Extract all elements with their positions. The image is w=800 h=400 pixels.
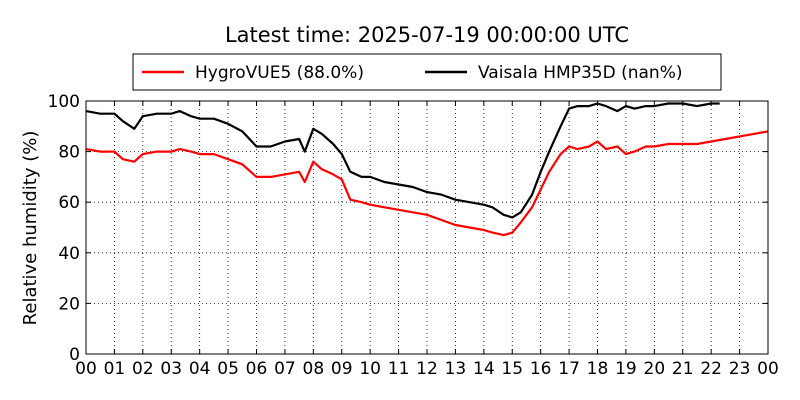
x-tick-label: 16 [530,359,552,379]
x-tick-label: 18 [587,359,609,379]
y-tick-label: 40 [58,244,80,264]
x-tick-label: 14 [473,359,495,379]
y-tick-label: 80 [58,143,80,163]
y-tick-label: 0 [69,345,80,365]
legend-label-hygrovue5: HygroVUE5 (88.0%) [195,63,364,83]
x-tick-label: 04 [189,359,211,379]
x-tick-label: 19 [615,359,637,379]
x-tick-label: 00 [757,359,779,379]
legend: HygroVUE5 (88.0%) Vaisala HMP35D (nan%) [132,53,722,91]
chart-title: Latest time: 2025-07-19 00:00:00 UTC [225,23,629,47]
x-tick-label: 12 [416,359,438,379]
x-tick-label: 13 [445,359,467,379]
y-tick-label: 20 [58,294,80,314]
y-tick-label: 60 [58,193,80,213]
x-tick-label: 20 [644,359,666,379]
x-tick-label: 07 [274,359,296,379]
x-tick-label: 05 [217,359,239,379]
x-tick-label: 10 [359,359,381,379]
x-tick-label: 22 [700,359,722,379]
x-tick-label: 01 [104,359,126,379]
x-tick-label: 02 [132,359,154,379]
plot-background [86,101,768,354]
x-tick-label: 06 [246,359,268,379]
x-tick-label: 09 [331,359,353,379]
x-tick-label: 03 [160,359,182,379]
legend-label-vaisala: Vaisala HMP35D (nan%) [478,63,682,83]
x-tick-label: 15 [501,359,523,379]
x-tick-label: 17 [558,359,580,379]
y-axis-title: Relative humidity (%) [20,131,41,326]
x-tick-label: 08 [303,359,325,379]
x-tick-label: 21 [672,359,694,379]
x-tick-label: 11 [388,359,410,379]
plot-area: 00 01 02 03 04 05 06 07 08 09 10 11 12 13 14 15 16 17 18 19… [48,92,779,379]
plot-frame [85,100,769,355]
y-tick-label: 100 [48,92,80,112]
x-tick-label: 23 [729,359,751,379]
x-tick-label: 00 [75,359,97,379]
series-line-0 [85,130,769,237]
